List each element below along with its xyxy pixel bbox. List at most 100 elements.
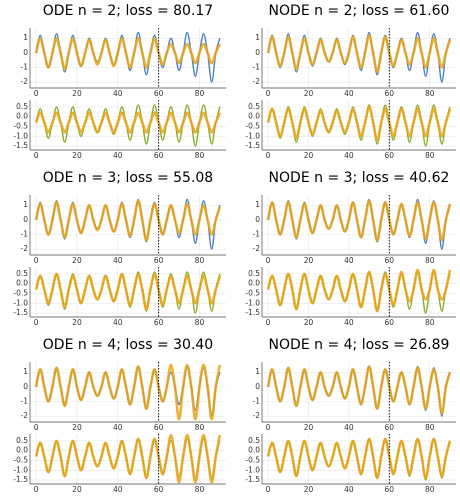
x-tick-label: 80 [195, 485, 205, 494]
y-tick-label: -1 [253, 397, 261, 406]
x-tick-label: 40 [344, 151, 354, 160]
y-tick-label: -1.0 [245, 131, 260, 140]
x-tick-label: 60 [154, 256, 164, 265]
y-tick-label: -1 [253, 63, 261, 72]
x-tick-label: 40 [344, 256, 354, 265]
x-tick-label: 40 [113, 89, 123, 98]
y-tick-label: -1 [21, 397, 29, 406]
y-tick-label: 0.5 [248, 102, 260, 111]
x-tick-label: 60 [385, 151, 395, 160]
x-tick-label: 60 [385, 318, 395, 327]
x-tick-label: 0 [266, 485, 271, 494]
x-tick-label: 60 [154, 89, 164, 98]
x-tick-label: 40 [344, 89, 354, 98]
y-tick-label: 0.0 [248, 112, 260, 121]
prediction-line [34, 363, 222, 421]
y-tick-label: -1.0 [245, 298, 260, 307]
observed-line [35, 104, 221, 147]
y-tick-label: -0.5 [13, 121, 28, 130]
y-tick-label: -0.5 [13, 455, 28, 464]
y-tick-label: 0 [255, 382, 260, 391]
x-tick-label: 40 [113, 256, 123, 265]
x-tick-label: 60 [154, 423, 164, 432]
x-tick-label: 0 [266, 256, 271, 265]
x-tick-label: 0 [266, 318, 271, 327]
y-tick-label: -1 [21, 230, 29, 239]
y-tick-label: 0 [255, 215, 260, 224]
x-tick-label: 40 [344, 423, 354, 432]
x-tick-label: 60 [154, 151, 164, 160]
x-tick-label: 20 [72, 151, 82, 160]
y-tick-label: -1.0 [13, 298, 28, 307]
y-tick-label: -2 [253, 411, 261, 420]
x-tick-label: 0 [34, 151, 39, 160]
y-tick-label: -0.5 [245, 288, 260, 297]
prediction-line [266, 34, 452, 74]
prediction-line [266, 199, 452, 242]
x-tick-label: 60 [385, 485, 395, 494]
y-tick-label: 0 [23, 215, 28, 224]
x-tick-label: 40 [344, 485, 354, 494]
y-tick-label: 0.5 [16, 269, 28, 278]
y-tick-label: 0.0 [248, 446, 260, 455]
y-tick-label: 1 [255, 367, 260, 376]
x-tick-label: 60 [154, 318, 164, 327]
panel-title: NODE n = 2; loss = 61.60 [269, 3, 450, 19]
prediction-line [34, 272, 222, 311]
x-tick-label: 0 [266, 89, 271, 98]
subplot: 0 20 40 60 80 0.50.0-0.5-1.0-1.5 [245, 434, 456, 494]
y-tick-label: -1.5 [13, 141, 28, 150]
x-tick-label: 20 [72, 423, 82, 432]
y-tick-label: 0.5 [248, 269, 260, 278]
y-tick-label: 0.0 [16, 446, 28, 455]
y-tick-label: 0.5 [16, 102, 28, 111]
y-tick-label: -1.5 [13, 308, 28, 317]
x-tick-label: 80 [195, 256, 205, 265]
panel-title: NODE n = 3; loss = 40.62 [269, 170, 450, 186]
x-tick-label: 0 [34, 89, 39, 98]
x-tick-label: 0 [34, 423, 39, 432]
panel-title: ODE n = 3; loss = 55.08 [43, 170, 213, 186]
y-tick-label: -1.5 [245, 475, 260, 484]
y-tick-label: -1.5 [245, 308, 260, 317]
y-tick-label: 0 [23, 48, 28, 57]
y-tick-label: 0.0 [248, 279, 260, 288]
prediction-line [266, 268, 452, 313]
prediction-line [34, 36, 222, 71]
x-tick-label: 20 [304, 151, 314, 160]
x-tick-label: 60 [385, 89, 395, 98]
x-tick-label: 20 [304, 485, 314, 494]
y-tick-label: -1.5 [13, 475, 28, 484]
panel-title: ODE n = 2; loss = 80.17 [43, 3, 213, 19]
x-tick-label: 0 [34, 485, 39, 494]
y-tick-label: 1 [255, 33, 260, 42]
prediction-line [34, 434, 222, 484]
subplot: 0 20 40 60 80 -2 -1 0 1 [21, 28, 226, 98]
x-tick-label: 0 [266, 151, 271, 160]
x-tick-label: 40 [113, 423, 123, 432]
y-tick-label: 0.5 [248, 436, 260, 445]
x-tick-label: 40 [113, 318, 123, 327]
x-tick-label: 20 [72, 89, 82, 98]
y-tick-label: 1 [255, 200, 260, 209]
y-tick-label: -1 [21, 63, 29, 72]
x-tick-label: 20 [304, 256, 314, 265]
y-tick-label: -2 [21, 244, 29, 253]
y-tick-label: 1 [23, 33, 28, 42]
prediction-line [266, 105, 452, 142]
y-tick-label: -1.5 [245, 141, 260, 150]
x-tick-label: 60 [385, 423, 395, 432]
y-tick-label: -2 [21, 411, 29, 420]
x-tick-label: 20 [72, 256, 82, 265]
x-tick-label: 60 [154, 485, 164, 494]
x-tick-label: 40 [113, 151, 123, 160]
subplot: 0 20 40 60 80 -2 -1 0 1 [21, 362, 226, 432]
x-tick-label: 80 [195, 89, 205, 98]
x-tick-label: 20 [72, 485, 82, 494]
y-tick-label: -0.5 [245, 455, 260, 464]
x-tick-label: 80 [425, 151, 435, 160]
y-tick-label: -1.0 [13, 465, 28, 474]
y-tick-label: -1.0 [245, 465, 260, 474]
prediction-line [266, 437, 452, 480]
subplot: 0 20 40 60 80 -2 -1 0 1 [21, 195, 226, 265]
